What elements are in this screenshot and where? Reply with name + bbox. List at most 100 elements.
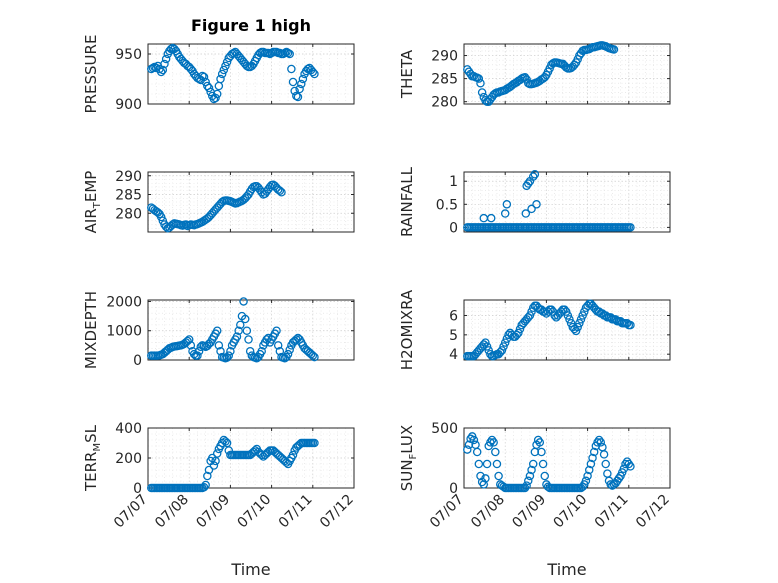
data-point — [280, 48, 290, 58]
y-tick-label: 1000 — [106, 324, 142, 340]
data-point — [538, 459, 548, 469]
data-point — [525, 471, 535, 481]
data-point — [489, 438, 498, 447]
data-point — [222, 353, 232, 362]
data-point — [236, 320, 245, 330]
data-point — [540, 471, 550, 481]
y-axis-label: H2OMIXRA — [398, 289, 416, 370]
data-point — [186, 341, 196, 350]
series-points — [147, 297, 319, 363]
axes-frame — [463, 43, 671, 105]
series-points — [147, 435, 319, 493]
data-point — [479, 480, 489, 489]
data-point — [575, 318, 584, 328]
subplot-8: 0 500 SUNFLUX 07/07 07/08 07/09 07/10 07/11 07/1… — [398, 421, 673, 579]
data-point — [298, 74, 308, 84]
data-point — [584, 465, 594, 475]
subplot-1: 900 950 PRESSURE Figure 1 high — [82, 16, 355, 114]
y-tick-label: 900 — [115, 97, 142, 113]
y-axis-label: TERRMSL — [82, 424, 103, 492]
y-tick-label: 0 — [133, 481, 142, 497]
data-point — [221, 61, 230, 71]
data-point — [212, 449, 222, 458]
data-point — [219, 65, 229, 75]
data-point — [594, 435, 604, 445]
data-point — [273, 341, 283, 350]
data-point — [586, 459, 596, 469]
y-tick-label: 285 — [431, 72, 458, 88]
x-tick-label: 07/07 — [427, 492, 467, 532]
data-point — [524, 179, 533, 188]
data-point — [212, 89, 222, 99]
data-point — [295, 84, 304, 94]
data-point — [224, 351, 234, 360]
axes-frame — [147, 43, 355, 105]
x-tick-label: 07/09 — [509, 492, 549, 532]
data-point — [184, 335, 194, 344]
y-tick-label: 0.5 — [436, 197, 458, 213]
data-point — [472, 447, 482, 457]
data-point — [533, 435, 543, 445]
data-point — [477, 88, 487, 97]
data-point — [232, 332, 242, 341]
data-point — [214, 341, 224, 350]
y-axis-label: AIRTEMP — [82, 171, 103, 234]
data-point — [521, 209, 531, 218]
y-tick-label: 400 — [115, 421, 142, 437]
data-point — [528, 459, 538, 469]
data-point — [609, 45, 619, 54]
y-tick-label: 0 — [133, 353, 142, 369]
data-point — [310, 438, 319, 448]
y-tick-label: 200 — [115, 451, 142, 467]
y-tick-label: 500 — [431, 421, 458, 437]
data-point — [292, 91, 301, 101]
data-point — [626, 320, 635, 330]
data-point — [482, 459, 492, 469]
data-point — [481, 338, 490, 347]
data-point — [158, 65, 168, 75]
data-point — [476, 78, 485, 88]
y-axis-label: PRESSURE — [82, 35, 100, 114]
y-axis-label: SUNFLUX — [398, 425, 419, 491]
x-tick-label: 07/10 — [551, 492, 591, 532]
axes-frame — [147, 171, 355, 233]
subplot-6: 4 5 6 H2OMIXRA — [398, 289, 671, 370]
data-point — [589, 447, 599, 457]
y-tick-label: 290 — [115, 169, 142, 185]
data-point — [514, 328, 523, 338]
data-point — [499, 342, 508, 351]
data-point — [240, 314, 250, 324]
data-point — [626, 223, 635, 232]
data-point — [565, 315, 574, 324]
data-point — [226, 346, 235, 356]
data-point — [530, 170, 540, 179]
data-point — [474, 459, 484, 469]
x-tick-label: 07/08 — [152, 492, 192, 532]
data-point — [204, 83, 214, 93]
data-point — [160, 59, 169, 69]
data-point — [528, 172, 538, 181]
data-point — [476, 471, 485, 481]
data-point — [626, 462, 635, 471]
x-tick-label: 07/11 — [276, 492, 316, 532]
y-tick-label: 285 — [115, 188, 142, 204]
series-points — [147, 43, 319, 104]
y-tick-label: 0 — [449, 220, 458, 236]
data-point — [277, 187, 286, 197]
data-point — [497, 346, 507, 355]
data-point — [297, 79, 306, 89]
data-point — [491, 447, 500, 457]
y-axis-label: THETA — [398, 49, 416, 99]
data-point — [563, 311, 573, 320]
data-point — [257, 346, 266, 356]
chart-title: Figure 1 high — [191, 16, 311, 35]
data-point — [244, 335, 253, 344]
y-axis-label: MIXDEPTH — [82, 291, 100, 369]
data-point — [288, 450, 298, 460]
data-point — [287, 64, 296, 74]
data-point — [550, 311, 559, 320]
data-point — [216, 74, 225, 84]
data-point — [310, 69, 319, 79]
data-point — [576, 315, 586, 324]
series-points — [463, 41, 619, 106]
